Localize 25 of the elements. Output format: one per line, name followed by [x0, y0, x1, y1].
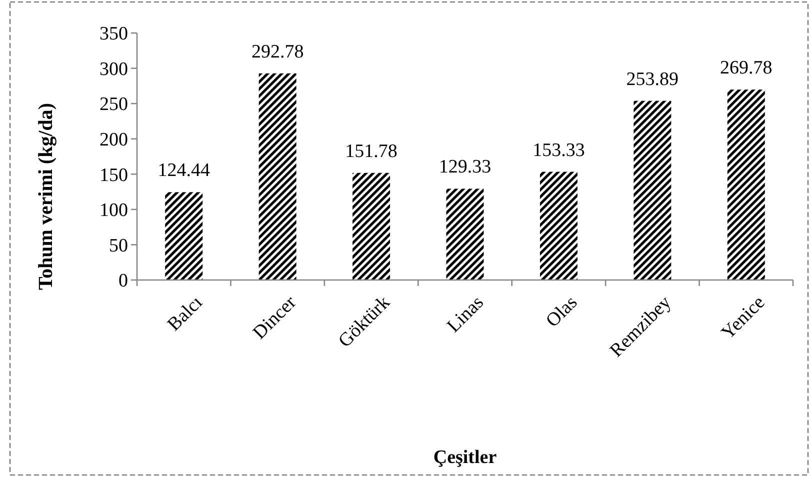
y-tick-label: 200	[100, 130, 128, 151]
bar	[540, 172, 578, 280]
x-tick-label: Olas	[542, 292, 582, 332]
data-label: 153.33	[532, 140, 585, 161]
y-tick-label: 150	[100, 164, 128, 186]
y-tick-label: 350	[100, 24, 128, 45]
y-tick-label: 100	[100, 200, 128, 222]
bar	[446, 188, 484, 280]
bar	[258, 73, 296, 280]
data-label: 253.89	[626, 68, 679, 90]
bar	[165, 192, 203, 280]
x-axis-title: Çeşitler	[433, 447, 498, 468]
data-label: 269.78	[720, 58, 772, 79]
bar	[634, 100, 672, 280]
y-tick-label: 250	[100, 94, 128, 116]
y-axis-title: Tohum verimi (kg/da)	[35, 102, 57, 290]
y-tick-label: 300	[100, 58, 128, 80]
data-label: 129.33	[438, 156, 492, 178]
data-label: 151.78	[345, 140, 398, 162]
y-tick-label: 50	[109, 235, 128, 256]
bar	[352, 172, 390, 280]
bar	[727, 90, 765, 280]
data-label: 292.78	[251, 41, 304, 62]
y-tick-label: 0	[118, 270, 128, 292]
data-label: 124.44	[158, 160, 210, 182]
